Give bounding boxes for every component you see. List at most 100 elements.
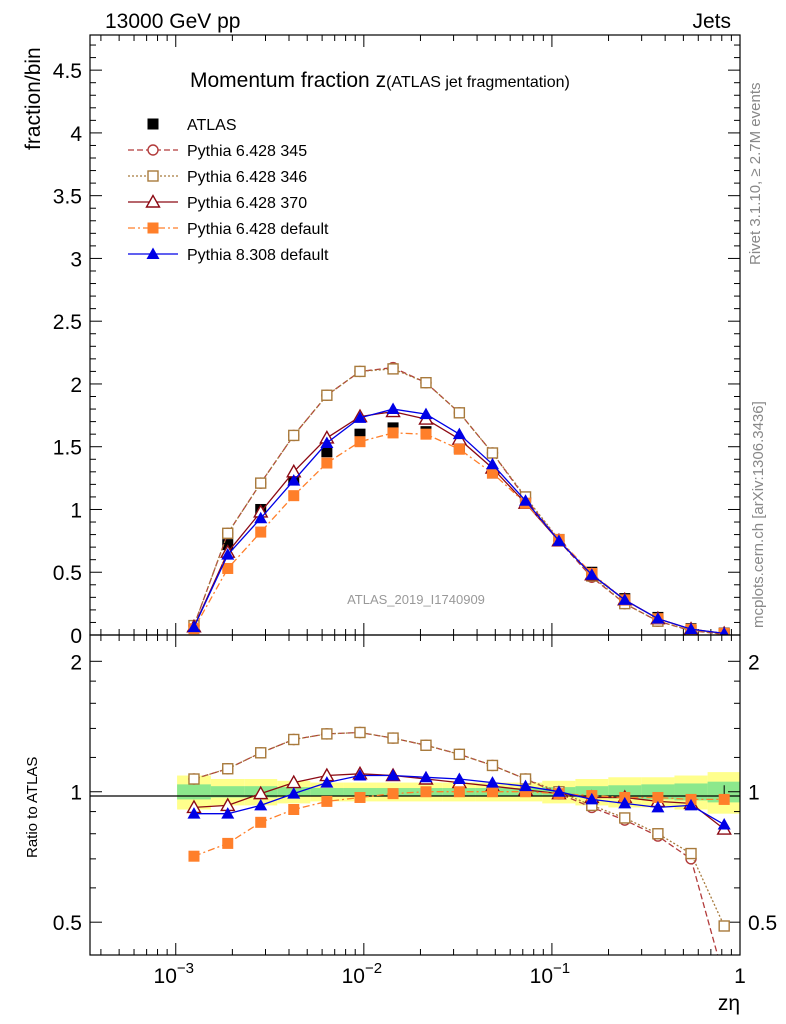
ratio-pythia-6-428-default-point	[652, 791, 664, 803]
ratio-band-inner	[343, 788, 377, 796]
main-pythia-8-308-default-point	[419, 407, 433, 420]
ratio-pythia-6-428-default-point	[354, 791, 366, 803]
ratio-pythia-6-428-345-point	[719, 974, 729, 984]
ratio-pythia-6-428-default-point	[486, 786, 498, 798]
x-tick-label: 10−1	[530, 960, 570, 988]
main-pythia-6-428-346-point	[222, 527, 234, 540]
main-ytick-label: 4.5	[53, 60, 82, 83]
main-pythia-6-428-default-point	[288, 490, 300, 502]
ratio-pythia-6-428-default-point	[321, 795, 333, 807]
analysis-watermark: ATLAS_2019_I1740909	[347, 592, 485, 607]
legend-atlas-label: ATLAS	[187, 117, 237, 134]
legend-pythia-6-428-default-label: Pythia 6.428 default	[187, 221, 329, 238]
ratio-plot-panel: 0.5 0.5 1 1 2 2 10−3 10−2 10−1 1 Ratio to ATLAS z…	[24, 634, 777, 1015]
legend-atlas-marker	[147, 118, 159, 130]
ratio-pythia-6-428-346-point	[453, 748, 466, 761]
ratio-pythia-6-428-346-point	[718, 920, 730, 932]
ratio-band-inner	[310, 788, 344, 796]
main-plot-panel: 0 0.5 1 1.5 2 2.5 3 3.5 4 4.5 fraction/bin Moment…	[22, 34, 741, 648]
chart-title-sub: (ATLAS jet fragmentation)	[386, 74, 570, 91]
legend-pythia-6-428-346-marker	[147, 170, 159, 182]
main-pythia-6-428-346-point	[354, 365, 366, 378]
main-pythia-6-428-346-line	[193, 368, 725, 635]
main-ytick-label: 2.5	[53, 311, 82, 334]
ratio-pythia-6-428-346-point	[288, 733, 300, 746]
ratio-pythia-6-428-default-point	[188, 850, 200, 862]
legend-pythia-8-308-default-marker	[146, 247, 160, 259]
main-pythia-8-308-default-point	[485, 457, 499, 470]
main-pythia-8-308-default-point	[221, 548, 235, 560]
ratio-pythia-6-428-346-point	[354, 726, 366, 739]
x-tick-label: 1	[734, 965, 746, 988]
main-axis-ticks: 0 0.5 1 1.5 2 2.5 3 3.5 4 4.5	[53, 35, 741, 648]
ratio-ytick-label: 0.5	[53, 912, 82, 935]
ratio-ytick-label: 1	[70, 782, 82, 805]
header-energy-label: 13000 GeV pp	[105, 10, 240, 33]
main-pythia-8-308-default-point	[320, 436, 334, 448]
main-pythia-8-308-default-point	[519, 494, 533, 506]
ratio-ylabel: Ratio to ATLAS	[24, 757, 41, 858]
ratio-pythia-8-308-default-point	[452, 772, 466, 785]
ratio-pythia-8-308-default-point	[717, 818, 731, 830]
ratio-pythia-6-428-default-point	[222, 837, 234, 849]
x-tick-label: 10−2	[342, 960, 382, 988]
main-pythia-8-308-default-point	[719, 626, 729, 635]
main-pythia-6-428-346-point	[453, 407, 466, 419]
legend: ATLAS Pythia 6.428 345 Pythia 6.428 346 Pyt…	[128, 117, 329, 264]
main-ytick-label: 0	[70, 625, 82, 648]
ratio-pythia-6-428-346-point	[188, 773, 200, 785]
ratio-pythia-6-428-default-line	[193, 791, 725, 857]
legend-pythia-6-428-370-marker	[145, 194, 161, 208]
ratio-ytick-label-right: 0.5	[748, 912, 777, 935]
main-pythia-6-428-default-point	[354, 436, 366, 448]
main-pythia-6-428-default-point	[387, 427, 399, 439]
main-pythia-6-428-default-point	[486, 467, 498, 479]
ratio-ytick-label: 2	[70, 651, 82, 674]
main-ytick-label: 1	[70, 499, 82, 522]
ratio-pythia-8-308-default-point	[419, 770, 433, 783]
ratio-pythia-8-308-default-point	[221, 807, 235, 819]
main-ytick-label: 2	[70, 374, 82, 397]
main-pythia-8-308-default-point	[651, 612, 665, 624]
ratio-pythia-6-428-346-point	[387, 732, 399, 744]
main-pythia-8-308-default-point	[353, 411, 367, 423]
legend-pythia-8-308-default-label: Pythia 8.308 default	[187, 247, 329, 264]
main-ytick-label: 4	[70, 123, 82, 146]
ratio-pythia-6-428-346-point	[486, 759, 499, 772]
ratio-pythia-6-428-346-point	[652, 828, 664, 840]
ratio-pythia-6-428-346-point	[685, 847, 697, 860]
ratio-pythia-8-308-default-point	[353, 769, 367, 781]
ratio-pythia-6-428-default-point	[420, 786, 432, 798]
main-pythia-6-428-346-point	[486, 447, 499, 459]
main-pythia-8-308-default-point	[618, 593, 632, 605]
ratio-pythia-6-428-default-point	[255, 816, 267, 828]
main-pythia-8-308-default-point	[254, 511, 268, 524]
legend-pythia-6-428-346-label: Pythia 6.428 346	[187, 169, 307, 186]
ratio-series-group	[186, 726, 732, 984]
main-pythia-6-428-346-point	[387, 363, 399, 375]
main-ytick-label: 0.5	[53, 562, 82, 585]
ratio-pythia-8-308-default-point	[320, 776, 334, 788]
ratio-pythia-8-308-default-point	[684, 798, 698, 811]
main-pythia-8-308-default-point	[585, 568, 599, 580]
main-pythia-8-308-default-point	[452, 427, 466, 440]
ratio-pythia-8-308-default-point	[519, 779, 533, 792]
main-pythia-6-428-default-point	[453, 443, 465, 455]
ratio-pythia-8-308-default-point	[386, 769, 400, 781]
main-ytick-label: 1.5	[53, 437, 82, 460]
header-jets-label: Jets	[692, 10, 731, 33]
ratio-band-inner	[210, 786, 245, 798]
main-pythia-6-428-346-point	[255, 477, 267, 489]
main-pythia-8-308-default-point	[552, 534, 566, 546]
ratio-pythia-8-308-default-point	[552, 785, 566, 797]
ratio-pythia-6-428-default-point	[520, 786, 532, 798]
main-pythia-8-308-default-point	[287, 474, 301, 486]
mcplots-label: mcplots.cern.ch [arXiv:1306.3436]	[750, 401, 767, 628]
ratio-axis-ticks: 0.5 0.5 1 1 2 2 10−3 10−2 10−1 1	[53, 635, 777, 988]
ratio-pythia-6-428-default-point	[453, 786, 465, 798]
ratio-pythia-6-428-346-point	[619, 812, 631, 824]
main-pythia-6-428-default-point	[255, 526, 267, 538]
x-axis-label: zη	[718, 992, 740, 1015]
ratio-pythia-6-428-346-point	[255, 747, 267, 759]
